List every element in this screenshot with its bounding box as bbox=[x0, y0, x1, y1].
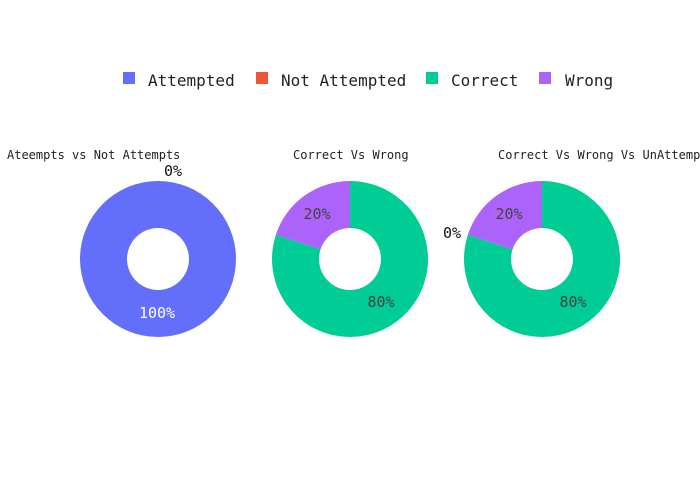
pie-3-label-wrong: 20% bbox=[495, 205, 522, 223]
pie-2-slice-wrong bbox=[275, 181, 350, 250]
pie-3-slice-correct bbox=[463, 181, 621, 337]
legend: Attempted Not Attempted Correct Wrong bbox=[123, 71, 613, 90]
chart-title-correct-wrong: Correct Vs Wrong bbox=[293, 148, 409, 162]
chart-title-correct-wrong-unattempted: Correct Vs Wrong Vs UnAttemp bbox=[498, 148, 700, 162]
chart-title-attempts: Ateempts vs Not Attempts bbox=[7, 148, 180, 162]
pie-2-label-wrong: 20% bbox=[303, 205, 330, 223]
legend-label-wrong: Wrong bbox=[565, 71, 613, 90]
pie-2-label-correct: 80% bbox=[367, 293, 394, 311]
legend-swatch-wrong bbox=[539, 72, 551, 84]
pie-3-label-correct: 80% bbox=[559, 293, 586, 311]
pie-3-slice-wrong bbox=[467, 181, 542, 250]
pie-1-slice-attempted bbox=[80, 181, 236, 337]
pie-1-label-not-attempted: 0% bbox=[164, 162, 182, 180]
legend-label-attempted: Attempted bbox=[148, 71, 235, 90]
pie-2-slice-correct bbox=[272, 181, 429, 337]
legend-label-not-attempted: Not Attempted bbox=[281, 71, 406, 90]
legend-label-correct: Correct bbox=[451, 71, 518, 90]
legend-swatch-correct bbox=[426, 72, 438, 84]
legend-swatch-attempted bbox=[123, 72, 135, 84]
pie-group: 100% 0% 80% 20% 80% 20% 0% bbox=[80, 162, 621, 337]
legend-swatch-not-attempted bbox=[256, 72, 268, 84]
pie-1-label-attempted: 100% bbox=[139, 304, 175, 322]
pie-3-label-not-attempted: 0% bbox=[443, 224, 461, 242]
